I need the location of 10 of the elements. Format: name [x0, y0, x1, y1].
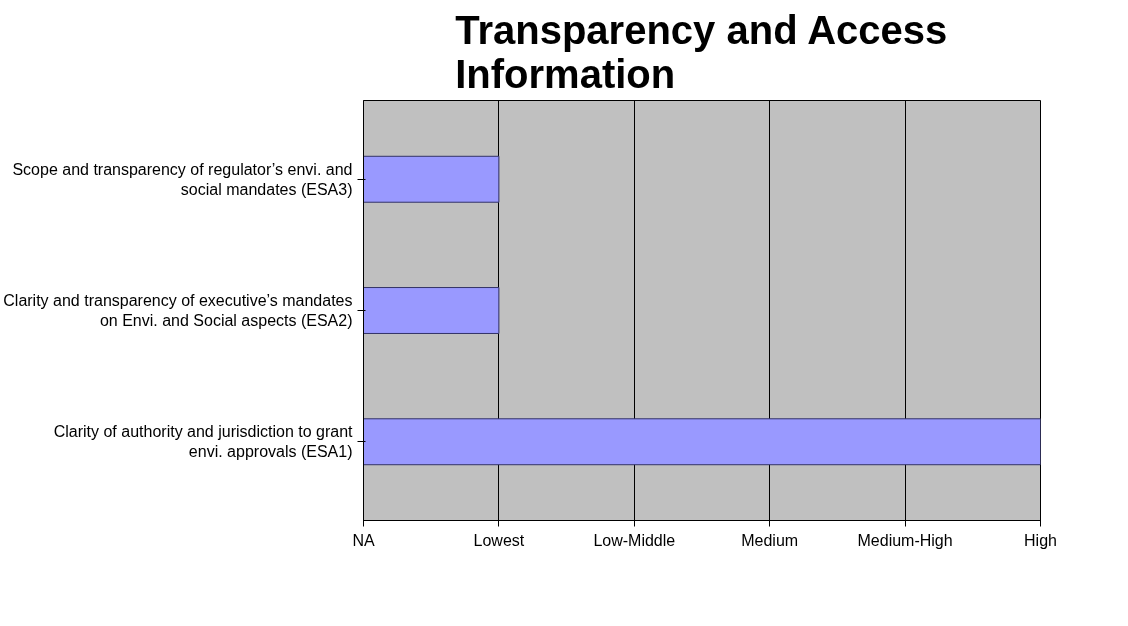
y-tick-label: Clarity of authority and jurisdiction to grant envi. approvals (ESA1): [53, 423, 354, 461]
text: Lowest: [473, 531, 525, 549]
y-tick-label: Clarity and transparency of executive’s mandates on Envi. and Social aspects (ESA2): [3, 291, 353, 330]
text: High: [1024, 531, 1057, 549]
text: Medium: [741, 531, 799, 549]
chart-title: Transparency and Access Information: [455, 7, 948, 96]
text: NA: [352, 531, 375, 549]
text: Medium-High: [857, 531, 953, 549]
y-tick-label: Scope and transparency of regulator’s envi. and social mandates (ESA3): [12, 160, 353, 198]
text: Low-Middle: [593, 531, 676, 549]
